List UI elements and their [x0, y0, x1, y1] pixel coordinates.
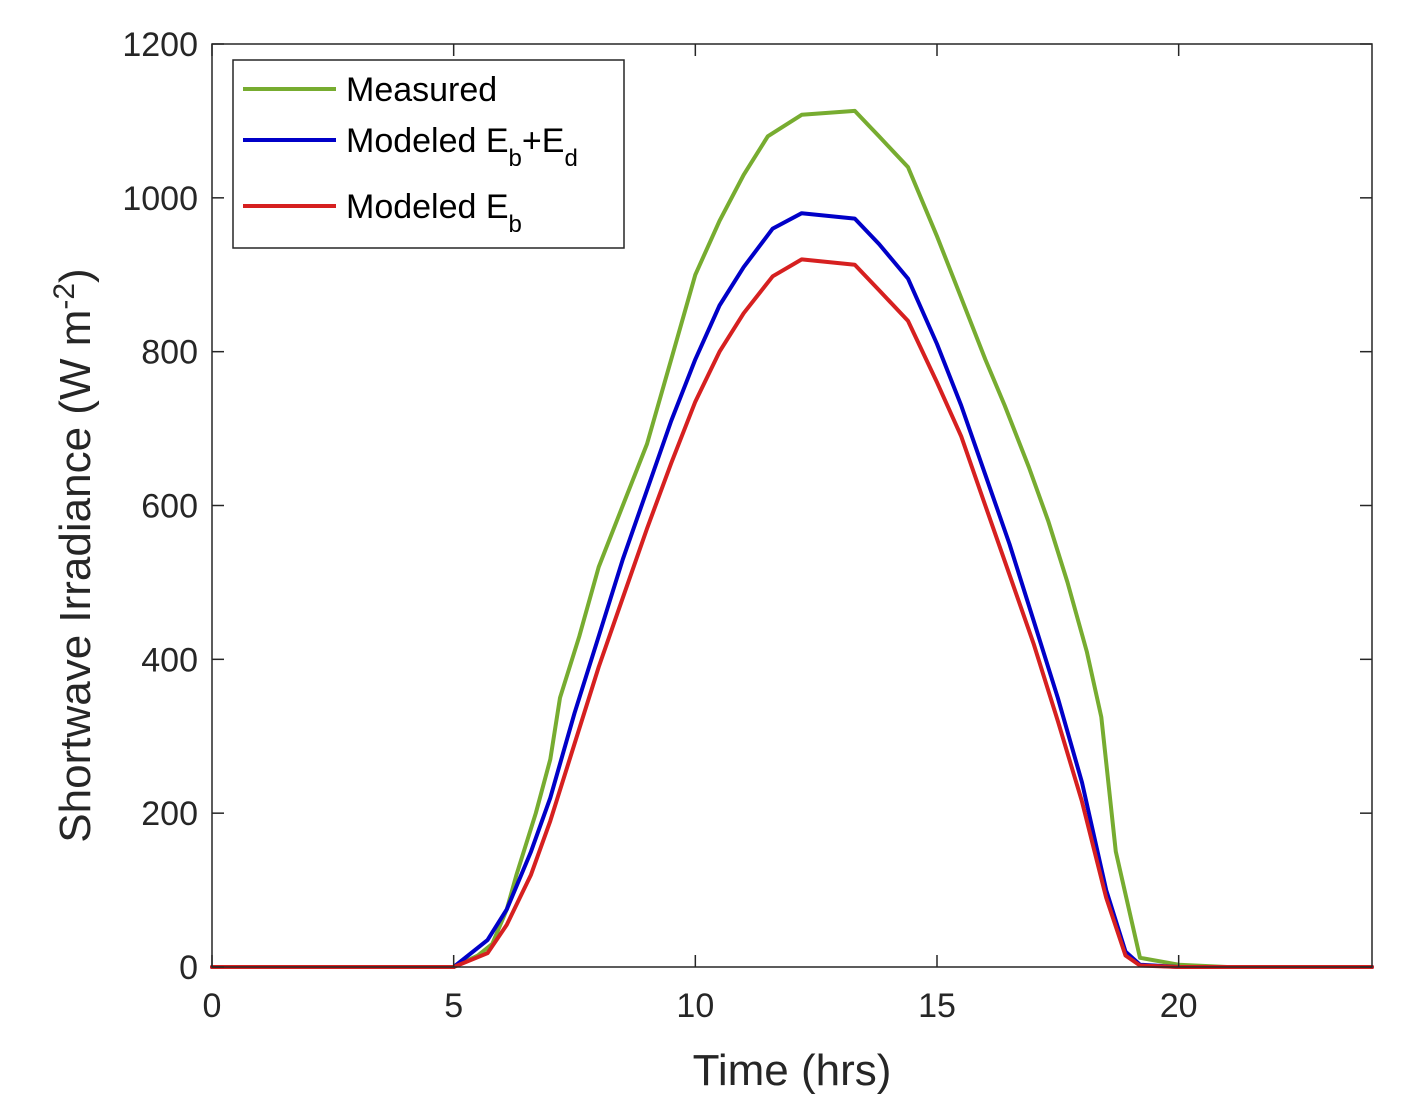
- y-tick-label: 200: [141, 795, 198, 833]
- x-tick-label: 15: [918, 987, 956, 1025]
- y-tick-label: 1000: [122, 180, 198, 218]
- y-axis-title-superscript: -2: [48, 283, 81, 310]
- series-line-measured: [210, 108, 1374, 969]
- y-tick-label: 800: [141, 334, 198, 372]
- legend: Measured Modeled Eb+Ed Modeled Eb: [232, 59, 625, 249]
- x-tick-label: 20: [1160, 987, 1198, 1025]
- x-tick-label: 10: [676, 987, 714, 1025]
- y-tick-label: 400: [141, 641, 198, 679]
- legend-label: Modeled Eb: [346, 188, 522, 238]
- x-tick-label: 0: [203, 987, 222, 1025]
- series-line-modeled-eb: [210, 257, 1374, 969]
- y-axis-title: Shortwave Irradiance (W m-2): [48, 268, 100, 842]
- y-tick-label: 0: [179, 949, 198, 987]
- x-tick-label: 5: [444, 987, 463, 1025]
- y-tick-label: 1200: [122, 26, 198, 64]
- y-tick-label: 600: [141, 488, 198, 526]
- legend-box: [232, 59, 625, 249]
- series-line-modeled-eb-ed: [210, 211, 1374, 969]
- y-axis-title-suffix: ): [51, 268, 100, 283]
- x-axis-title: Time (hrs): [693, 1046, 892, 1095]
- legend-label: Modeled Eb+Ed: [346, 122, 578, 172]
- y-axis-title-main: Shortwave Irradiance (W m: [51, 310, 100, 843]
- legend-label: Measured: [346, 71, 497, 109]
- series-layer: [210, 108, 1374, 969]
